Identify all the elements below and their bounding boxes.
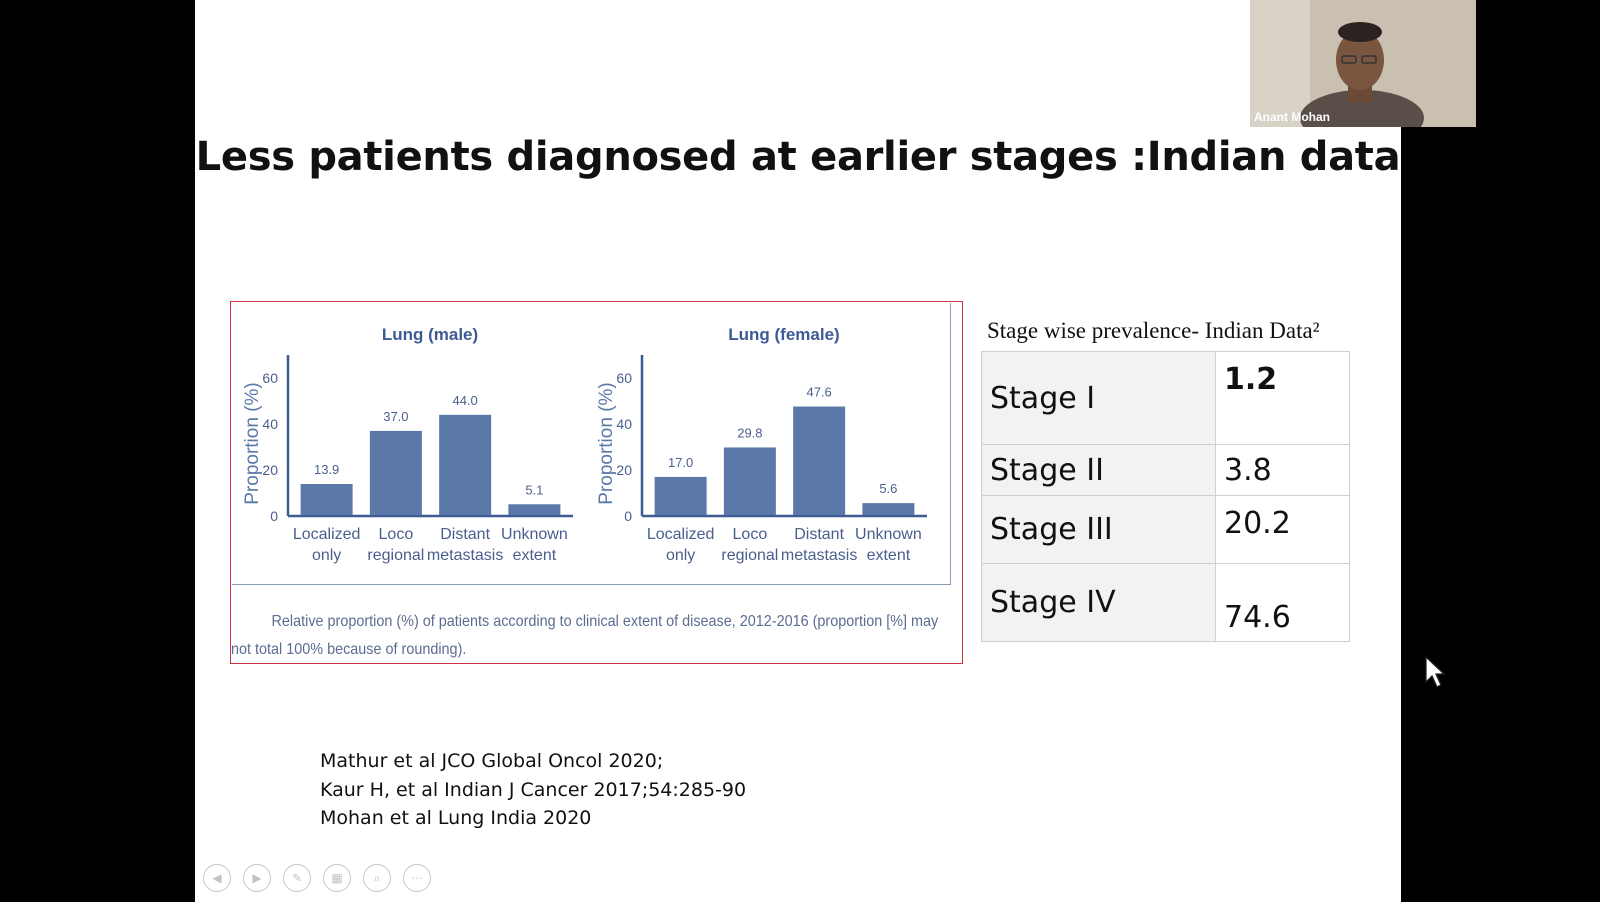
stage-table-heading: Stage wise prevalence- Indian Data² bbox=[987, 318, 1320, 343]
y-tick-label: 0 bbox=[270, 508, 278, 524]
participant-video bbox=[1250, 0, 1476, 127]
reference-line: Mathur et al JCO Global Oncol 2020; bbox=[320, 750, 664, 772]
stage-value: 74.6 bbox=[1215, 563, 1350, 642]
figure-box: Lung (male) Proportion (%) 0 20 40 60 13.9 Loca… bbox=[230, 301, 963, 664]
table-row: Stage II 3.8 bbox=[981, 444, 1350, 496]
previous-icon[interactable]: ◀ bbox=[203, 864, 231, 892]
y-tick-label: 60 bbox=[262, 370, 278, 386]
webcam-thumbnail[interactable]: Anant Mohan bbox=[1250, 0, 1476, 127]
participant-name: Anant Mohan bbox=[1254, 110, 1330, 124]
chart-title: Lung (female) bbox=[728, 325, 839, 344]
bar bbox=[654, 476, 707, 515]
x-tick-label: Loco bbox=[733, 526, 768, 543]
chart-title: Lung (male) bbox=[382, 325, 478, 344]
y-tick-label: 20 bbox=[616, 462, 632, 478]
reference-line: Mohan et al Lung India 2020 bbox=[320, 807, 592, 829]
x-tick-label: only bbox=[666, 547, 695, 564]
x-tick-label: regional bbox=[721, 547, 778, 564]
x-tick-label: extent bbox=[513, 547, 557, 564]
mouse-cursor-icon bbox=[1425, 656, 1446, 688]
y-axis-label: Proportion (%) bbox=[596, 382, 617, 505]
next-icon[interactable]: ▶ bbox=[243, 864, 271, 892]
y-tick-label: 40 bbox=[616, 416, 632, 432]
stage-label: Stage I bbox=[981, 351, 1216, 445]
slideshow-controls: ◀ ▶ ✎ ▦ ⌕ ⋯ bbox=[203, 864, 431, 892]
charts-svg: Lung (male) Proportion (%) 0 20 40 60 13.9 Loca… bbox=[242, 325, 927, 564]
bar-value-label: 47.6 bbox=[806, 385, 831, 400]
x-tick-label: metastasis bbox=[427, 547, 503, 564]
bar bbox=[439, 414, 492, 515]
chart-frame: Lung (male) Proportion (%) 0 20 40 60 13.9 Loca… bbox=[232, 303, 951, 585]
bar-value-label: 37.0 bbox=[383, 409, 408, 424]
stage-label: Stage IV bbox=[981, 563, 1216, 642]
x-tick-label: Unknown bbox=[501, 526, 568, 543]
stage-value: 3.8 bbox=[1215, 444, 1350, 496]
x-tick-label: extent bbox=[867, 547, 911, 564]
y-tick-label: 40 bbox=[262, 416, 278, 432]
figure-caption: Relative proportion (%) of patients acco… bbox=[231, 613, 939, 658]
stage-label: Stage II bbox=[981, 444, 1216, 496]
x-tick-label: only bbox=[312, 547, 341, 564]
pen-icon[interactable]: ✎ bbox=[283, 864, 311, 892]
bar bbox=[723, 447, 776, 515]
references: Mathur et al JCO Global Oncol 2020; Kaur… bbox=[320, 747, 746, 833]
bar bbox=[300, 484, 353, 515]
bar bbox=[862, 503, 915, 515]
stage-value: 20.2 bbox=[1215, 495, 1350, 564]
stage-value: 1.2 bbox=[1215, 351, 1350, 445]
x-tick-label: Loco bbox=[379, 526, 414, 543]
bar-value-label: 5.1 bbox=[525, 482, 543, 497]
zoom-icon[interactable]: ⌕ bbox=[363, 864, 391, 892]
bar bbox=[369, 430, 422, 515]
bar-value-label: 17.0 bbox=[668, 455, 693, 470]
bar-value-label: 5.6 bbox=[879, 481, 897, 496]
y-tick-label: 20 bbox=[262, 462, 278, 478]
more-icon[interactable]: ⋯ bbox=[403, 864, 431, 892]
stage-label: Stage III bbox=[981, 495, 1216, 564]
table-row: Stage III 20.2 bbox=[981, 495, 1350, 564]
x-tick-label: Unknown bbox=[855, 526, 922, 543]
bar bbox=[508, 504, 561, 515]
stage-table: Stage I 1.2 Stage II 3.8 Stage III 20.2 … bbox=[981, 351, 1350, 642]
slides-icon[interactable]: ▦ bbox=[323, 864, 351, 892]
table-row: Stage IV 74.6 bbox=[981, 563, 1350, 642]
x-tick-label: Localized bbox=[647, 526, 715, 543]
bar-value-label: 13.9 bbox=[314, 462, 339, 477]
x-tick-label: metastasis bbox=[781, 547, 857, 564]
x-tick-label: Localized bbox=[293, 526, 361, 543]
table-row: Stage I 1.2 bbox=[981, 351, 1350, 445]
bar bbox=[793, 406, 846, 515]
bar-value-label: 44.0 bbox=[452, 393, 477, 408]
slide-title: Less patients diagnosed at earlier stage… bbox=[195, 134, 1401, 180]
reference-line: Kaur H, et al Indian J Cancer 2017;54:28… bbox=[320, 778, 747, 801]
y-tick-label: 0 bbox=[624, 508, 632, 524]
x-tick-label: regional bbox=[367, 547, 424, 564]
y-axis-label: Proportion (%) bbox=[242, 382, 263, 505]
x-tick-label: Distant bbox=[794, 526, 844, 543]
bar-value-label: 29.8 bbox=[737, 425, 762, 440]
slide: Less patients diagnosed at earlier stage… bbox=[195, 0, 1446, 902]
x-tick-label: Distant bbox=[440, 526, 490, 543]
y-tick-label: 60 bbox=[616, 370, 632, 386]
